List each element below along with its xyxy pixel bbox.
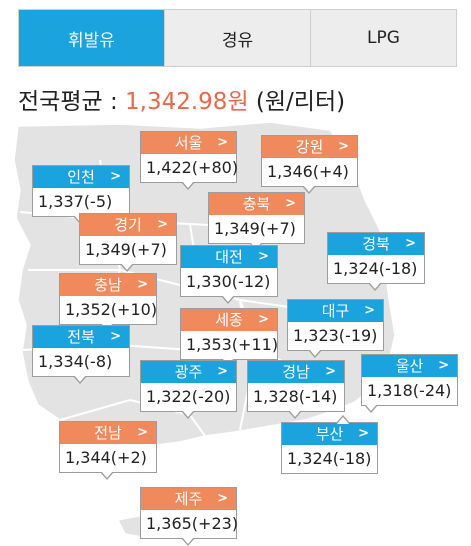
region-badge-gwangju[interactable]: 광주 > 1,322(-20) — [140, 360, 237, 419]
national-average: 전국평균 : 1,342.98원 (원/리터) — [18, 82, 345, 116]
region-price: 1,422(+80) — [146, 158, 239, 177]
tab-diesel[interactable]: 경유 — [164, 10, 310, 66]
region-name: 대구 — [321, 302, 350, 320]
region-name: 대전 — [215, 248, 243, 266]
region-price: 1,352(+10) — [65, 300, 158, 319]
region-name: 울산 — [395, 357, 424, 375]
national-average-unit: (원/리터) — [248, 89, 346, 115]
region-name: 충남 — [94, 276, 122, 294]
chevron-right-icon: > — [285, 196, 296, 211]
region-badge-ulsan[interactable]: 울산 > 1,318(-24) — [361, 354, 458, 413]
chevron-right-icon: > — [217, 135, 228, 150]
national-average-currency: 원 — [227, 89, 249, 115]
region-name: 서울 — [174, 134, 203, 152]
region-price: 1,323(-19) — [293, 326, 378, 345]
region-badge-daejeon[interactable]: 대전 > 1,330(-12) — [180, 245, 278, 304]
region-name: 전남 — [94, 424, 122, 442]
region-badge-jeonnam[interactable]: 전남 > 1,344(+2) — [59, 421, 157, 480]
region-name: 부산 — [315, 425, 344, 443]
region-name: 경남 — [282, 363, 310, 381]
chevron-right-icon: > — [110, 169, 121, 184]
region-price: 1,346(+4) — [267, 162, 349, 181]
region-badge-incheon[interactable]: 인천 > 1,337(-5) — [32, 165, 130, 224]
region-badge-jeonbuk[interactable]: 전북 > 1,334(-8) — [32, 325, 130, 384]
region-name: 세종 — [215, 311, 243, 329]
region-name: 인천 — [67, 168, 95, 186]
region-badge-gyeongbuk[interactable]: 경북 > 1,324(-18) — [327, 232, 425, 291]
region-name: 경기 — [114, 216, 142, 234]
region-price: 1,318(-24) — [367, 381, 452, 400]
region-badge-gyeongnam[interactable]: 경남 > 1,328(-14) — [247, 360, 345, 419]
region-name: 전북 — [67, 328, 95, 346]
region-badge-seoul[interactable]: 서울 > 1,422(+80) — [140, 131, 239, 190]
region-badge-sejong[interactable]: 세종 > 1,353(+11) — [180, 308, 279, 367]
region-price: 1,322(-20) — [146, 387, 231, 406]
region-name: 광주 — [174, 363, 203, 381]
chevron-right-icon: > — [137, 277, 148, 292]
region-badge-gyeonggi[interactable]: 경기 > 1,349(+7) — [79, 213, 177, 272]
region-name: 충북 — [242, 195, 271, 213]
chevron-right-icon: > — [338, 139, 349, 154]
region-price: 1,334(-8) — [38, 352, 113, 371]
region-price: 1,324(-18) — [287, 449, 372, 468]
chevron-right-icon: > — [325, 364, 336, 379]
chevron-right-icon: > — [364, 303, 375, 318]
region-badge-chungnam[interactable]: 충남 > 1,352(+10) — [59, 273, 158, 332]
region-name: 강원 — [295, 138, 324, 156]
fuel-type-tabs: 휘발유 경유 LPG — [18, 9, 457, 67]
region-badge-jeju[interactable]: 제주 > 1,365(+23) — [140, 487, 239, 546]
chevron-right-icon: > — [217, 491, 228, 506]
region-price: 1,349(+7) — [214, 219, 296, 238]
region-price: 1,328(-14) — [253, 387, 338, 406]
region-badge-daegu[interactable]: 대구 > 1,323(-19) — [287, 299, 384, 358]
chevron-right-icon: > — [157, 217, 168, 232]
region-price: 1,349(+7) — [85, 240, 167, 259]
chevron-right-icon: > — [137, 425, 148, 440]
region-price: 1,365(+23) — [146, 514, 239, 533]
chevron-right-icon: > — [110, 329, 121, 344]
region-badge-chungbuk[interactable]: 충북 > 1,349(+7) — [208, 192, 305, 251]
chevron-right-icon: > — [358, 426, 369, 441]
region-name: 제주 — [174, 490, 203, 508]
region-price: 1,337(-5) — [38, 192, 113, 211]
tab-gasoline[interactable]: 휘발유 — [19, 10, 164, 66]
chevron-right-icon: > — [405, 236, 416, 251]
region-price: 1,344(+2) — [65, 448, 147, 467]
chevron-right-icon: > — [438, 358, 449, 373]
region-price: 1,330(-12) — [186, 272, 271, 291]
region-badge-gangwon[interactable]: 강원 > 1,346(+4) — [261, 135, 358, 194]
region-price: 1,324(-18) — [333, 259, 418, 278]
national-average-label: 전국평균 : — [18, 89, 126, 115]
region-name: 경북 — [362, 235, 390, 253]
chevron-right-icon: > — [217, 364, 228, 379]
region-price: 1,353(+11) — [186, 335, 279, 354]
chevron-right-icon: > — [258, 312, 269, 327]
chevron-right-icon: > — [258, 249, 269, 264]
tab-lpg[interactable]: LPG — [310, 10, 456, 66]
national-average-price: 1,342.98 — [125, 89, 228, 115]
region-badge-busan[interactable]: 부산 > 1,324(-18) — [281, 415, 378, 474]
